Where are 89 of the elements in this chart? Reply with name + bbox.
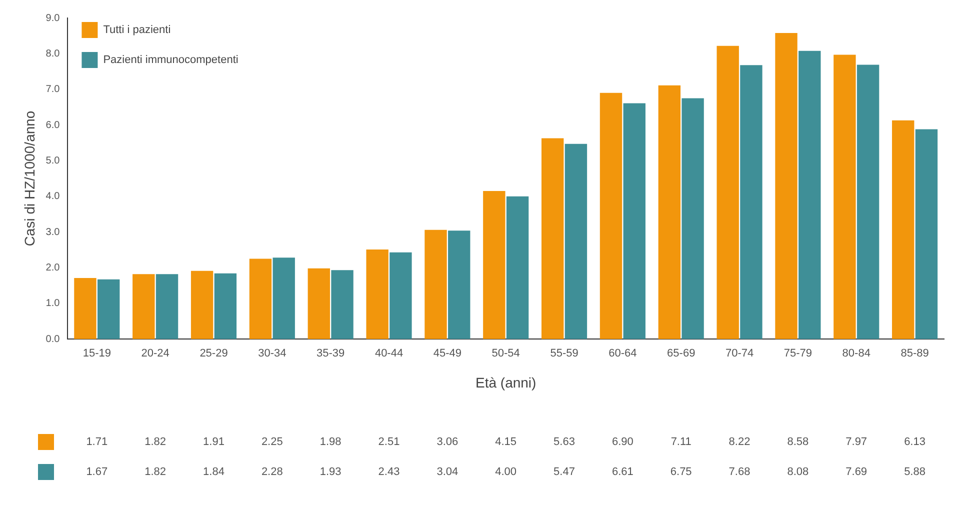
x-tick-label: 40-44 xyxy=(374,348,404,360)
bar xyxy=(834,54,856,339)
bar xyxy=(156,274,178,339)
data-label: 6.90 xyxy=(610,435,634,449)
x-tick-label: 85-89 xyxy=(900,348,929,360)
bar xyxy=(424,230,447,339)
x-tick-label: 15-19 xyxy=(82,348,111,360)
y-tick-label: 1.0 xyxy=(46,298,60,310)
bar xyxy=(541,138,564,339)
data-label: 7.69 xyxy=(844,465,868,479)
x-tick-label: 70-74 xyxy=(725,348,754,360)
data-label: 5.88 xyxy=(903,465,926,479)
data-label: 1.82 xyxy=(144,435,168,449)
bar xyxy=(564,144,588,339)
bar xyxy=(308,268,330,339)
bar xyxy=(331,270,354,339)
bar xyxy=(506,196,529,339)
y-tick-label: 4.0 xyxy=(46,191,60,202)
data-label: 3.04 xyxy=(436,465,460,479)
x-tick-label: 30-34 xyxy=(258,348,286,360)
x-tick-label: 50-54 xyxy=(492,348,520,360)
x-tick-label: 75-79 xyxy=(784,348,812,360)
data-label: 7.68 xyxy=(728,465,752,479)
bar xyxy=(892,120,914,339)
bar xyxy=(682,98,704,339)
data-label: 2.51 xyxy=(377,435,401,449)
x-tick-label: 55-59 xyxy=(550,348,578,360)
x-tick-label: 45-49 xyxy=(433,348,462,360)
bar xyxy=(623,103,646,339)
data-label: 1.82 xyxy=(144,465,168,479)
bar xyxy=(658,85,681,339)
data-label: 1.67 xyxy=(85,465,109,479)
bar xyxy=(856,64,880,339)
data-label: 1.93 xyxy=(318,465,342,479)
bar xyxy=(716,46,739,339)
bar xyxy=(740,65,762,339)
y-tick-label: 8.0 xyxy=(46,48,60,60)
bar xyxy=(74,278,96,339)
x-tick-label: 60-64 xyxy=(608,348,637,360)
x-tick-label: 35-39 xyxy=(316,348,345,360)
data-label: 5.63 xyxy=(552,435,576,449)
x-axis-title: Età (anni) xyxy=(476,374,536,390)
y-tick-label: 0.0 xyxy=(46,334,60,345)
data-label: 8.08 xyxy=(786,465,810,479)
data-label: 8.22 xyxy=(728,435,752,449)
data-label: 2.25 xyxy=(260,435,284,449)
data-label: 6.13 xyxy=(903,435,926,449)
bar xyxy=(483,190,506,339)
y-tick-label: 9.0 xyxy=(46,12,60,24)
data-label: 5.47 xyxy=(552,465,576,479)
bar xyxy=(132,274,155,339)
y-tick-label: 3.0 xyxy=(46,226,60,238)
bar xyxy=(798,50,821,339)
y-tick-label: 7.0 xyxy=(46,84,60,96)
data-label: 6.75 xyxy=(669,465,693,479)
x-tick-label: 20-24 xyxy=(141,348,170,360)
x-tick-label: 80-84 xyxy=(842,348,870,360)
bar xyxy=(915,129,938,339)
x-tick-label: 25-29 xyxy=(200,348,228,360)
y-axis-title: Casi di HZ/1000/anno xyxy=(21,110,38,246)
bar xyxy=(600,92,622,339)
bar xyxy=(775,32,798,339)
data-label: 4.15 xyxy=(494,435,518,449)
data-label: 7.97 xyxy=(844,435,868,449)
data-label: 1.98 xyxy=(318,435,342,449)
data-label: 1.71 xyxy=(85,435,109,449)
bar xyxy=(249,258,272,339)
data-label: 6.61 xyxy=(610,465,634,479)
bar xyxy=(97,279,120,339)
bar xyxy=(190,270,214,339)
data-label: 2.28 xyxy=(260,465,284,479)
y-tick-label: 6.0 xyxy=(46,120,60,131)
bar xyxy=(390,252,412,339)
bar xyxy=(214,273,237,339)
data-label: 7.11 xyxy=(670,435,692,449)
bar xyxy=(448,230,470,339)
legend-label: Tutti i pazienti xyxy=(103,24,171,36)
x-tick-label: 65-69 xyxy=(667,348,696,360)
data-label: 1.91 xyxy=(202,435,226,449)
bar xyxy=(366,249,388,339)
y-tick-label: 5.0 xyxy=(46,155,60,166)
data-label: 8.58 xyxy=(786,435,810,449)
legend-label: Pazienti immunocompetenti xyxy=(103,54,238,66)
data-label: 3.06 xyxy=(436,435,460,449)
bar xyxy=(272,258,295,339)
data-label: 1.84 xyxy=(202,465,226,479)
y-tick-label: 2.0 xyxy=(46,262,60,274)
data-label: 2.43 xyxy=(377,465,401,479)
data-label: 4.00 xyxy=(494,465,518,479)
